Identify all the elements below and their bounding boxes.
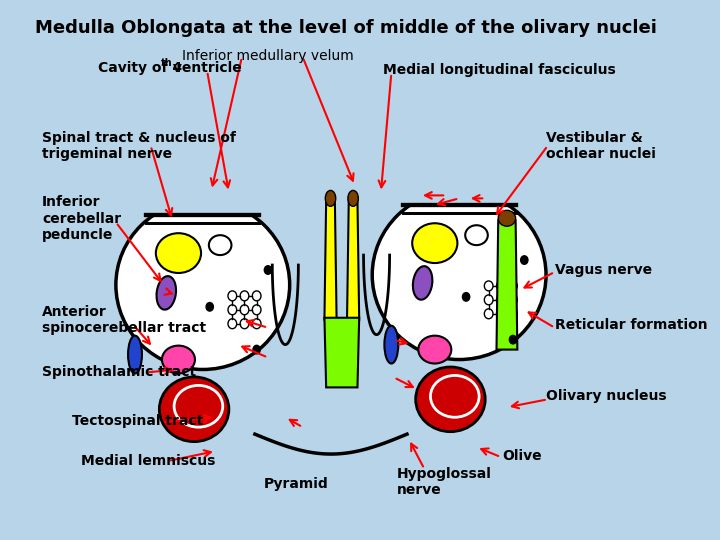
Polygon shape (325, 200, 336, 320)
Ellipse shape (348, 191, 359, 206)
Circle shape (205, 302, 214, 312)
Polygon shape (364, 96, 554, 205)
Polygon shape (107, 106, 298, 215)
Ellipse shape (159, 377, 229, 442)
Text: th: th (161, 58, 173, 68)
Ellipse shape (412, 223, 457, 263)
Text: Cavity of 4: Cavity of 4 (99, 61, 183, 75)
Text: Medial lemniscus: Medial lemniscus (81, 454, 215, 468)
Polygon shape (325, 318, 359, 387)
Text: Inferior
cerebellar
peduncle: Inferior cerebellar peduncle (42, 195, 121, 242)
Text: Olive: Olive (503, 449, 542, 463)
Text: Pyramid: Pyramid (264, 477, 328, 491)
Text: Spinothalamic tract: Spinothalamic tract (42, 364, 196, 379)
Text: Spinal tract & nucleus of
trigeminal nerve: Spinal tract & nucleus of trigeminal ner… (42, 131, 236, 161)
Circle shape (462, 292, 470, 302)
Text: Reticular formation: Reticular formation (554, 318, 707, 332)
Ellipse shape (325, 191, 336, 206)
Ellipse shape (413, 266, 433, 300)
Text: Medulla Oblongata at the level of middle of the olivary nuclei: Medulla Oblongata at the level of middle… (35, 19, 657, 37)
Circle shape (520, 255, 528, 265)
Ellipse shape (128, 336, 142, 374)
Ellipse shape (498, 210, 516, 226)
Ellipse shape (116, 200, 289, 369)
Text: Olivary nucleus: Olivary nucleus (546, 389, 667, 403)
Ellipse shape (372, 191, 546, 360)
Ellipse shape (418, 336, 451, 363)
Text: Tectospinal tract: Tectospinal tract (73, 414, 204, 428)
Text: Vestibular &
ochlear nuclei: Vestibular & ochlear nuclei (546, 131, 656, 161)
Ellipse shape (384, 326, 398, 363)
Text: Hypoglossal
nerve: Hypoglossal nerve (397, 467, 492, 497)
Text: ventricle: ventricle (168, 61, 242, 75)
Polygon shape (347, 200, 359, 320)
Polygon shape (497, 220, 518, 349)
Text: Inferior medullary velum: Inferior medullary velum (182, 49, 354, 63)
Ellipse shape (156, 233, 201, 273)
Ellipse shape (415, 367, 485, 431)
Text: Medial longitudinal fasciculus: Medial longitudinal fasciculus (382, 63, 616, 77)
Text: Vagus nerve: Vagus nerve (554, 263, 652, 277)
Ellipse shape (162, 346, 195, 374)
Ellipse shape (156, 276, 176, 309)
Circle shape (508, 335, 518, 345)
Circle shape (252, 345, 261, 355)
Circle shape (264, 265, 272, 275)
Text: Anterior
spinocerebellar tract: Anterior spinocerebellar tract (42, 305, 206, 335)
